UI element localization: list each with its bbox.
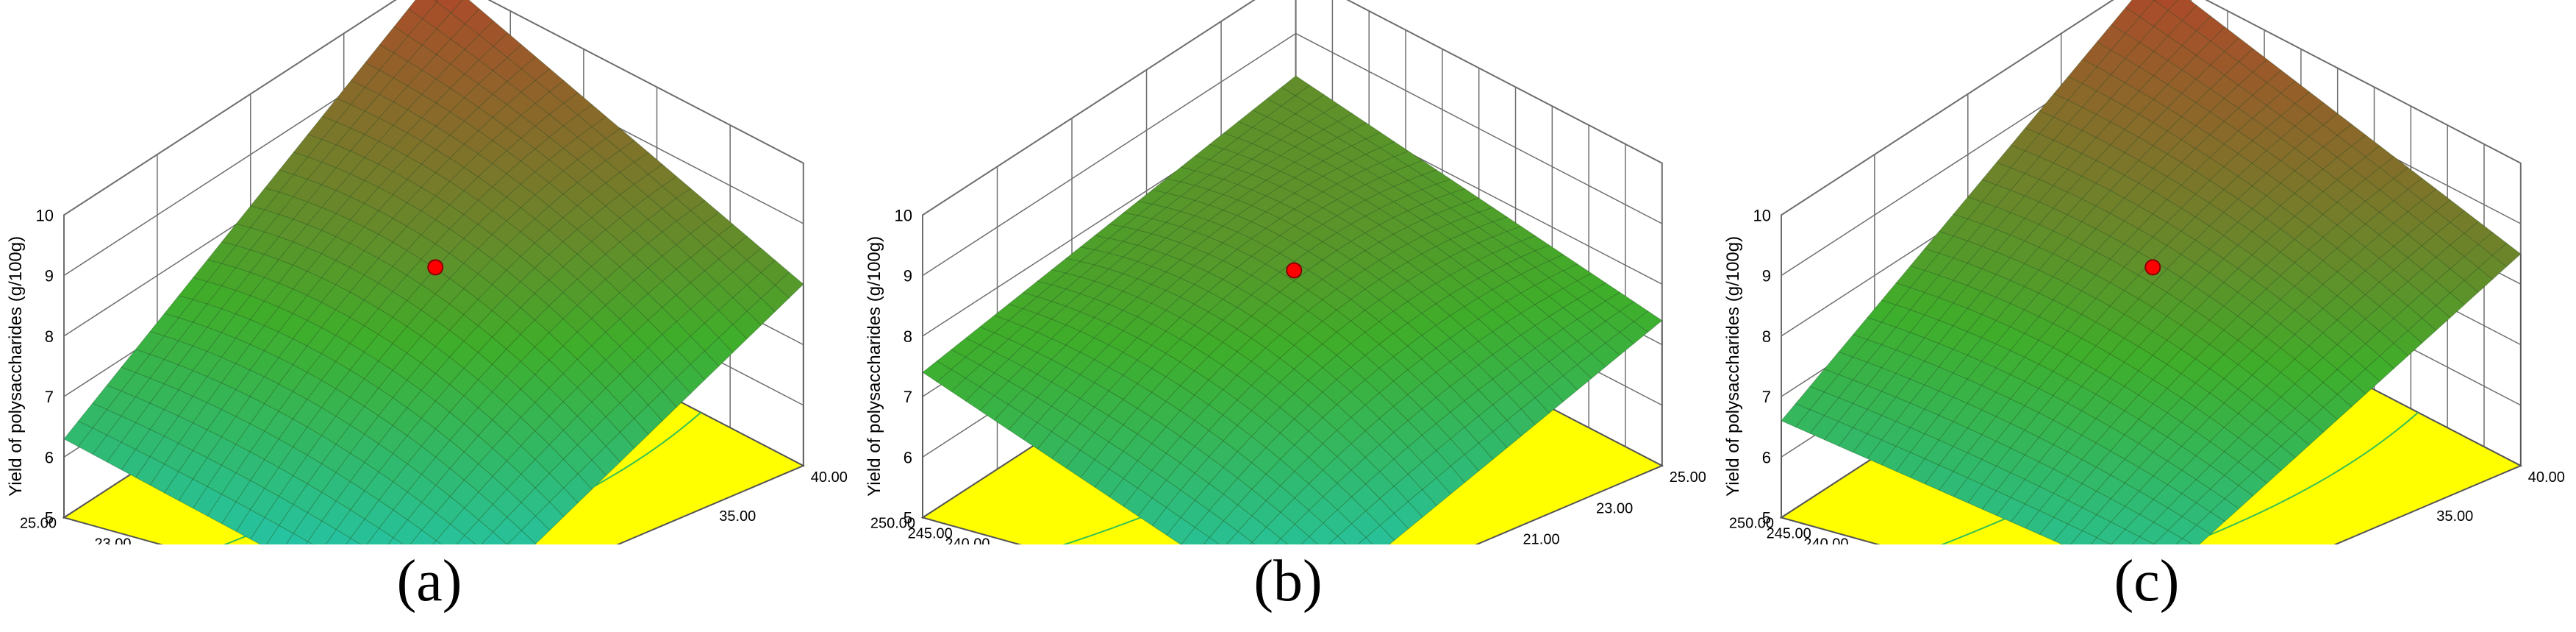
- center-design-point: [2144, 259, 2161, 276]
- center-design-point: [427, 259, 444, 276]
- z-tick-label: 6: [904, 448, 912, 466]
- contour-line: [2183, 411, 2419, 544]
- surface-plot-b: 5 6 7 8 9 10 Yield of polysaccharides (g/100g)…: [865, 0, 1706, 544]
- right-axis-tick-label: 40.00: [2528, 469, 2565, 486]
- caption-a: (a): [396, 549, 462, 614]
- response-surface: [1781, 0, 2522, 544]
- left-axis-tick-label: 250.00: [870, 516, 915, 532]
- right-axis-tick-label: 35.00: [719, 508, 756, 525]
- z-tick-label: 9: [1762, 267, 1771, 285]
- z-tick-label: 7: [904, 388, 912, 406]
- right-axis-tick-label: 21.00: [1523, 532, 1560, 544]
- right-axis-tick-label: 40.00: [811, 469, 848, 486]
- z-tick-label: 8: [1762, 327, 1771, 346]
- right-axis-tick-label: 23.00: [1596, 500, 1633, 516]
- response-surface: [922, 75, 1663, 544]
- panel-a: 5 6 7 8 9 10 Yield of polysaccharides (g/100g)…: [0, 0, 859, 632]
- z-tick-label: 10: [895, 206, 912, 224]
- z-tick-label: 5: [1762, 509, 1771, 528]
- z-tick-label: 5: [904, 509, 912, 528]
- caption-c: (c): [2114, 549, 2180, 614]
- left-axis-tick-label: 23.00: [94, 536, 131, 544]
- z-tick-label: 8: [904, 327, 912, 346]
- z-tick-label: 8: [45, 327, 54, 346]
- z-tick-label: 5: [45, 509, 54, 528]
- z-tick-label: 9: [45, 267, 54, 285]
- z-axis-label: Yield of polysaccharides (g/100g): [6, 236, 26, 497]
- left-axis-tick-label: 250.00: [1729, 516, 1774, 532]
- center-design-point: [1286, 262, 1303, 279]
- z-axis-label: Yield of polysaccharides (g/100g): [1723, 236, 1743, 497]
- panel-c: 5 6 7 8 9 10 Yield of polysaccharides (g/100g)…: [1717, 0, 2576, 632]
- right-axis-tick-label: 35.00: [2436, 508, 2473, 525]
- left-axis-tick-label: 240.00: [1803, 536, 1848, 544]
- z-axis-label: Yield of polysaccharides (g/100g): [865, 236, 884, 497]
- left-axis-tick-label: 245.00: [908, 526, 953, 542]
- z-tick-label: 6: [1762, 448, 1771, 466]
- z-tick-label: 10: [1753, 206, 1771, 224]
- response-surface: [63, 0, 804, 544]
- z-tick-label: 7: [45, 388, 54, 406]
- left-axis-tick-label: 240.00: [945, 536, 990, 544]
- z-tick-label: 6: [45, 448, 54, 466]
- right-axis-tick-label: 25.00: [1670, 469, 1706, 486]
- surface-plot-a: 5 6 7 8 9 10 Yield of polysaccharides (g/100g)…: [6, 0, 848, 544]
- caption-b: (b): [1253, 549, 1323, 614]
- surface-plot-c: 5 6 7 8 9 10 Yield of polysaccharides (g/100g)…: [1723, 0, 2565, 544]
- panel-b: 5 6 7 8 9 10 Yield of polysaccharides (g/100g)…: [859, 0, 1717, 632]
- z-tick-label: 9: [904, 267, 912, 285]
- z-tick-label: 10: [36, 206, 54, 224]
- left-axis-tick-label: 245.00: [1767, 526, 1811, 542]
- z-tick-label: 7: [1762, 388, 1771, 406]
- left-axis-tick-label: 25.00: [20, 516, 57, 532]
